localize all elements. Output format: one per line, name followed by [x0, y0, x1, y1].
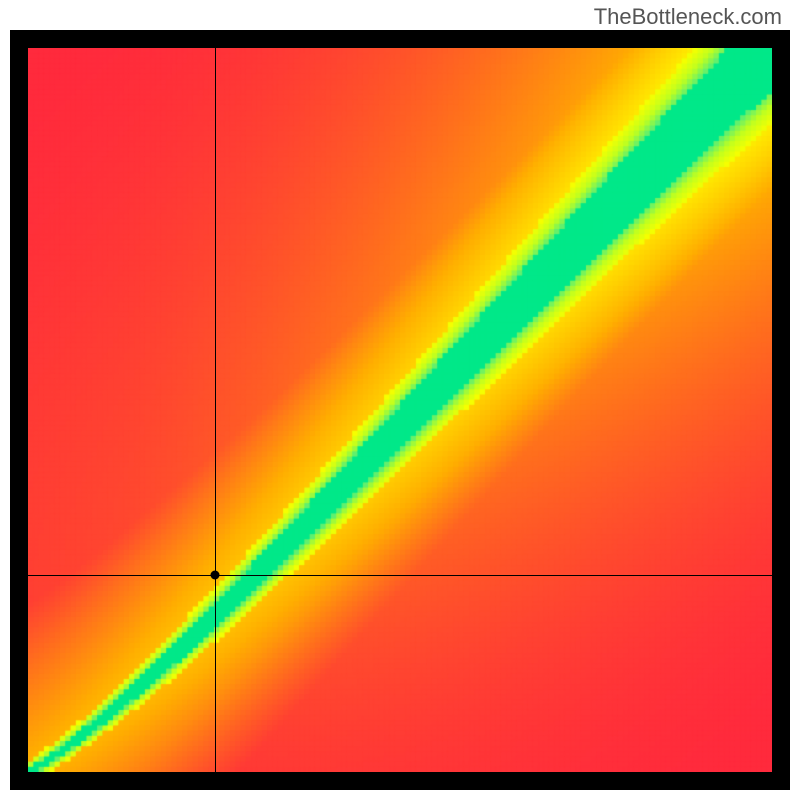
- watermark-text: TheBottleneck.com: [594, 4, 782, 30]
- heatmap-plot: [28, 48, 772, 772]
- chart-container: TheBottleneck.com: [0, 0, 800, 800]
- heatmap-canvas: [28, 48, 772, 772]
- crosshair-vertical: [215, 48, 216, 772]
- marker-dot: [211, 571, 220, 580]
- chart-frame: [10, 30, 790, 790]
- crosshair-horizontal: [28, 575, 772, 576]
